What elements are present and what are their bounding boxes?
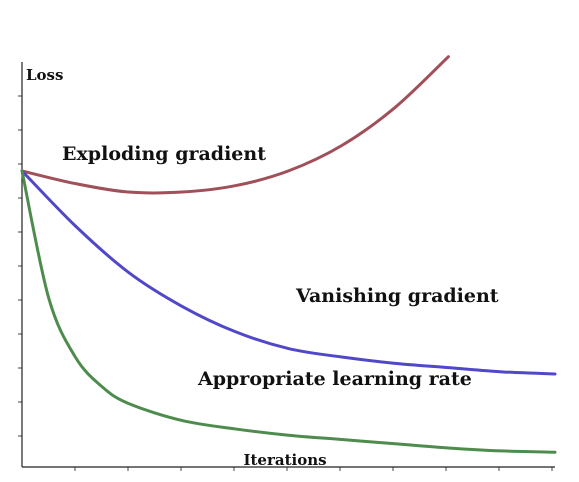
annotation-vanishing-gradient: Vanishing gradient — [295, 285, 499, 307]
axis-ticks — [18, 95, 553, 471]
appropriate-learning-rate-line — [20, 169, 557, 454]
annotation-exploding-gradient: Exploding gradient — [62, 143, 266, 165]
vanishing-gradient-line — [20, 169, 557, 376]
series-layer — [20, 55, 557, 454]
x-axis-label: Iterations — [243, 451, 326, 469]
exploding-gradient-line — [20, 55, 450, 195]
y-axis-label: Loss — [26, 66, 63, 84]
annotation-appropriate-learning-rate: Appropriate learning rate — [197, 368, 472, 390]
